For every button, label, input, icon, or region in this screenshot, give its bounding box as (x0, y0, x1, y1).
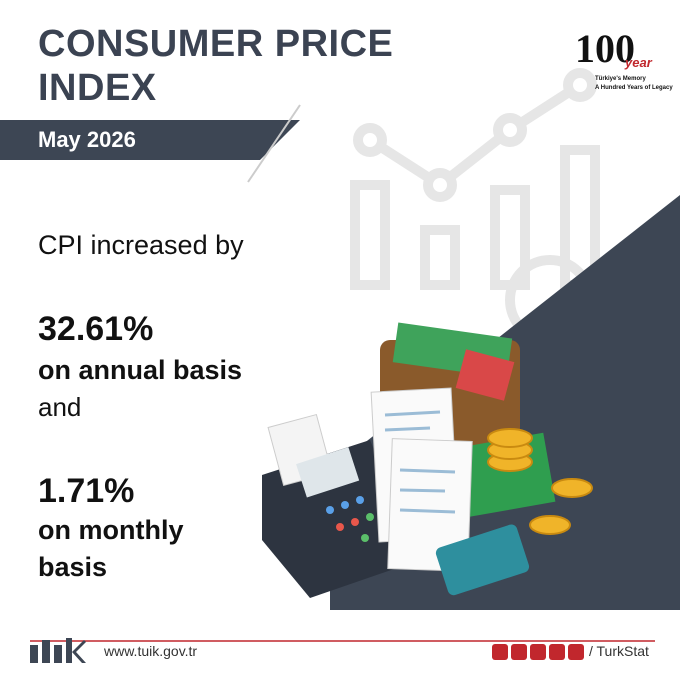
monthly-value: 1.71% (38, 472, 135, 510)
period: May 2026 (38, 127, 136, 152)
annual-label: on annual basis (38, 355, 243, 385)
title: CONSUMER PRICE INDEX (38, 23, 394, 109)
credit-card (435, 524, 530, 596)
faded-chart-icon (350, 68, 600, 345)
social-icons (492, 644, 584, 660)
period-banner (0, 120, 300, 160)
handle: / TurkStat (589, 643, 649, 659)
coins (487, 428, 593, 535)
receipt-lines (384, 410, 456, 514)
logo-number: 100 (575, 26, 635, 71)
logo-word: year (624, 55, 653, 70)
monthly-label: on monthly basis (38, 515, 184, 582)
logo-line2: A Hundred Years of Legacy (595, 85, 673, 91)
logo-line1: Türkiye's Memory (595, 76, 646, 82)
annual-value: 32.61% (38, 310, 154, 348)
website[interactable]: www.tuik.gov.tr (104, 643, 198, 659)
connector: and (38, 392, 82, 422)
intro-text: CPI increased by (38, 230, 244, 260)
tuik-logo (30, 638, 86, 663)
banner-accent (247, 104, 301, 183)
